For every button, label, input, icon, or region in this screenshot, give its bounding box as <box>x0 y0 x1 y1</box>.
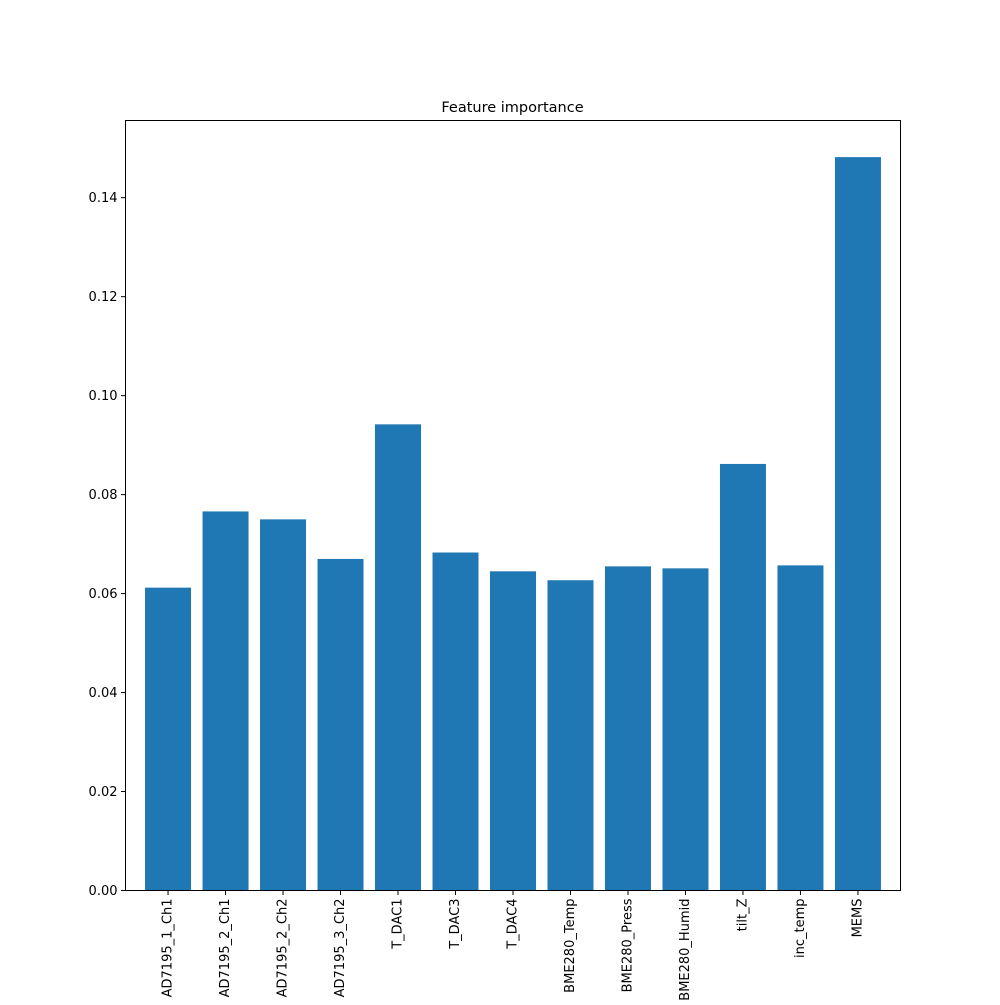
x-tick-label: AD7195_1_Ch1 <box>161 899 176 998</box>
y-tick-label: 0.04 <box>89 686 118 701</box>
y-tick-label: 0.08 <box>89 488 118 503</box>
x-tick-label: MEMS <box>850 899 865 938</box>
bar-bme280-temp <box>547 580 594 891</box>
bar-t-dac1 <box>375 424 422 891</box>
bar-inc-temp <box>777 565 824 891</box>
x-tick-label: BME280_Temp <box>563 899 578 993</box>
bar-ad7195-2-ch2 <box>260 519 307 891</box>
bar-bme280-humid <box>662 568 709 891</box>
bar-tilt-z <box>719 463 766 891</box>
x-tick-label: T_DAC4 <box>506 899 521 950</box>
x-tick-label: inc_temp <box>793 899 808 959</box>
x-tick-label: T_DAC3 <box>448 899 463 950</box>
y-tick-label: 0.02 <box>89 785 118 800</box>
bar-ad7195-3-ch2 <box>317 558 364 891</box>
y-tick-label: 0.00 <box>89 884 118 899</box>
plot-frame <box>125 120 901 891</box>
bar-t-dac3 <box>432 552 479 891</box>
chart-title: Feature importance <box>441 100 583 116</box>
y-axis: 0.00 0.02 0.04 0.06 0.08 0.10 0.12 0.14 <box>89 191 126 899</box>
bar-ad7195-1-ch1 <box>145 587 192 891</box>
bars-layer <box>145 157 881 891</box>
x-tick-label: tilt_Z <box>735 898 750 931</box>
y-tick-label: 0.06 <box>89 587 118 602</box>
bar-t-dac4 <box>490 571 536 891</box>
x-tick-label: BME280_Press <box>620 898 635 992</box>
bar-bme280-press <box>604 566 651 891</box>
bar-ad7195-2-ch1 <box>202 511 249 891</box>
x-axis: AD7195_1_Ch1 AD7195_2_Ch1 AD7195_2_Ch2 AD71… <box>161 890 865 1001</box>
y-tick-label: 0.14 <box>89 191 118 206</box>
y-tick-label: 0.10 <box>89 389 118 404</box>
x-tick-label: AD7195_2_Ch2 <box>276 899 291 998</box>
bar-mems <box>834 157 881 891</box>
y-tick-label: 0.12 <box>89 290 118 305</box>
x-tick-label: BME280_Humid <box>678 899 693 1001</box>
x-tick-label: AD7195_2_Ch1 <box>218 899 233 998</box>
x-tick-label: T_DAC1 <box>391 899 406 950</box>
x-tick-label: AD7195_3_Ch2 <box>333 899 348 998</box>
